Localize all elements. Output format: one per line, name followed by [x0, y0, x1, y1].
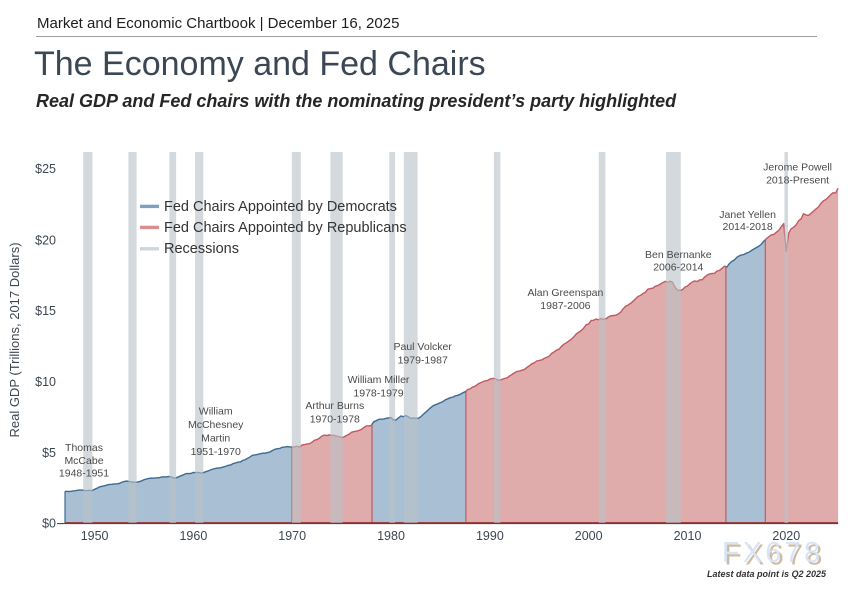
svg-text:Alan Greenspan: Alan Greenspan	[527, 287, 603, 299]
svg-text:2006-2014: 2006-2014	[653, 262, 703, 274]
svg-text:1987-2006: 1987-2006	[540, 300, 590, 312]
svg-text:Janet Yellen: Janet Yellen	[719, 209, 776, 221]
svg-text:Paul Volcker: Paul Volcker	[394, 341, 453, 353]
svg-text:2020: 2020	[772, 529, 800, 543]
svg-text:Fed Chairs Appointed by Republ: Fed Chairs Appointed by Republicans	[164, 220, 407, 236]
svg-text:$15: $15	[35, 304, 56, 318]
svg-text:$5: $5	[42, 446, 56, 460]
svg-text:1951-1970: 1951-1970	[191, 446, 241, 458]
svg-text:Recessions: Recessions	[164, 241, 239, 257]
svg-text:Martin: Martin	[201, 432, 230, 444]
svg-text:Real GDP (Trillions, 2017 Doll: Real GDP (Trillions, 2017 Dollars)	[7, 242, 22, 437]
svg-text:$0: $0	[42, 517, 56, 531]
svg-text:Thomas: Thomas	[65, 442, 103, 454]
svg-text:Fed Chairs Appointed by Democr: Fed Chairs Appointed by Democrats	[164, 199, 397, 215]
svg-text:Arthur Burns: Arthur Burns	[305, 400, 364, 412]
svg-text:1960: 1960	[179, 529, 207, 543]
svg-text:William: William	[199, 406, 233, 418]
svg-text:1950: 1950	[81, 529, 109, 543]
svg-text:$20: $20	[35, 234, 56, 248]
svg-text:1948-1951: 1948-1951	[59, 468, 109, 480]
svg-text:1980: 1980	[377, 529, 405, 543]
svg-text:Ben Bernanke: Ben Bernanke	[645, 249, 712, 261]
svg-text:1990: 1990	[476, 529, 504, 543]
svg-text:$25: $25	[35, 162, 56, 176]
svg-text:1970-1978: 1970-1978	[310, 414, 360, 426]
svg-text:2010: 2010	[674, 529, 702, 543]
svg-text:2014-2018: 2014-2018	[722, 221, 772, 233]
svg-text:McCabe: McCabe	[64, 455, 103, 467]
svg-text:$10: $10	[35, 375, 56, 389]
svg-text:William Miller: William Miller	[348, 374, 410, 386]
svg-text:2018-Present: 2018-Present	[766, 175, 829, 187]
svg-text:Jerome Powell: Jerome Powell	[763, 162, 832, 174]
svg-text:1979-1987: 1979-1987	[398, 354, 448, 366]
svg-text:McChesney: McChesney	[188, 419, 244, 431]
svg-text:1978-1979: 1978-1979	[353, 388, 403, 400]
svg-text:1970: 1970	[278, 529, 306, 543]
svg-text:2000: 2000	[575, 529, 603, 543]
